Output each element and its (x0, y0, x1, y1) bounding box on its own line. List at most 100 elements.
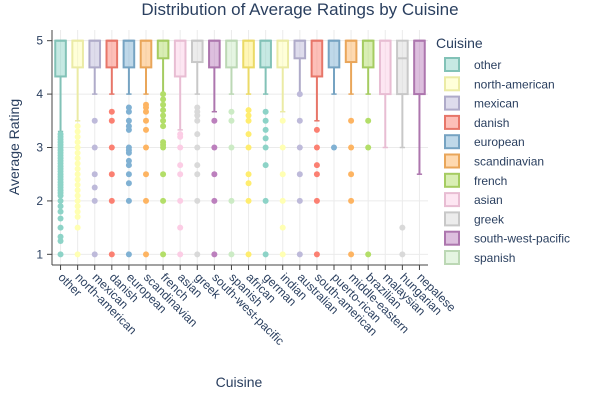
legend-item-european[interactable]: european (444, 134, 525, 150)
outlier-point (57, 208, 64, 215)
outlier-point (211, 144, 218, 151)
outlier-point (57, 215, 64, 222)
legend-label: north-american (474, 77, 555, 91)
outlier-point (143, 251, 149, 258)
outlier-point (125, 149, 132, 156)
outlier-point (228, 144, 235, 151)
outlier-point (125, 180, 132, 187)
outlier-point (194, 131, 201, 138)
outlier-point (245, 251, 252, 258)
box-iqr (378, 39, 392, 96)
outlier-point (125, 251, 132, 258)
box-iqr (105, 39, 119, 69)
legend-item-south-west-pacific[interactable]: south-west-pacific (444, 230, 570, 246)
legend-item-scandinavian[interactable]: scandinavian (444, 153, 544, 169)
outlier-point (91, 197, 98, 204)
box-iqr (327, 39, 341, 69)
outlier-point (74, 165, 81, 172)
outlier-point (160, 91, 167, 98)
outlier-point (57, 237, 64, 244)
outlier-point (262, 117, 269, 124)
legend-label: spanish (474, 251, 515, 265)
outlier-point (211, 197, 218, 204)
outlier-point (228, 117, 235, 124)
outlier-point (194, 251, 201, 258)
box-iqr (242, 39, 255, 69)
outlier-point (143, 171, 149, 178)
legend-swatch (444, 211, 460, 227)
box-iqr (344, 39, 358, 64)
box-brazilian (361, 39, 375, 258)
outlier-point (313, 171, 320, 178)
legend-item-danish[interactable]: danish (444, 114, 509, 130)
legend-item-asian[interactable]: asian (444, 192, 503, 208)
outlier-point (262, 251, 269, 258)
box-iqr (361, 39, 375, 69)
box-iqr (293, 39, 307, 60)
y-axis-title: Average Rating (6, 99, 22, 195)
outlier-point (262, 126, 269, 133)
outlier-point (74, 251, 81, 258)
outlier-point (125, 126, 132, 133)
outlier-point (296, 91, 303, 98)
legend-item-french[interactable]: french (444, 172, 507, 188)
legend-item-greek[interactable]: greek (444, 211, 505, 227)
legend-item-mexican[interactable]: mexican (444, 95, 519, 111)
outlier-point (262, 135, 269, 142)
box-iqr (413, 39, 426, 96)
box-iqr (310, 39, 324, 78)
outlier-point (228, 108, 235, 115)
outlier-point (160, 96, 167, 103)
outlier-point (74, 139, 81, 146)
box-iqr (259, 39, 272, 69)
outlier-point (262, 162, 269, 169)
outlier-point (228, 197, 235, 204)
y-tick-labels: 1 2 3 4 5 (36, 34, 43, 262)
outlier-point (245, 117, 252, 124)
outlier-point (91, 144, 98, 151)
chart-title: Distribution of Average Ratings by Cuisi… (141, 0, 458, 19)
legend-item-spanish[interactable]: spanish (444, 250, 515, 265)
outlier-point (108, 171, 115, 178)
outlier-point (57, 251, 64, 258)
outlier-point (74, 192, 81, 199)
legend-swatch (444, 95, 460, 111)
box-indian (276, 39, 290, 258)
box-iqr (156, 39, 170, 60)
box-malaysian (378, 39, 392, 149)
outlier-point (177, 251, 184, 258)
box-iqr (139, 39, 153, 69)
outlier-point (125, 108, 132, 115)
outlier-point (279, 117, 286, 124)
legend-label: south-west-pacific (474, 232, 570, 246)
legend-swatch (444, 153, 460, 169)
box-french (156, 39, 170, 258)
box-iqr (396, 39, 409, 96)
legend-title: Cuisine (436, 35, 483, 51)
legend-item-other[interactable]: other (444, 57, 501, 72)
legend-label: danish (474, 116, 509, 130)
outlier-point (74, 208, 81, 215)
legend-item-north-american[interactable]: north-american (444, 76, 555, 92)
outlier-point (125, 157, 132, 164)
legend-label: french (474, 174, 507, 188)
outlier-point (177, 171, 184, 178)
outlier-point (194, 171, 201, 178)
outlier-point (125, 117, 132, 124)
box-north-american (71, 39, 84, 258)
outlier-point (262, 144, 269, 151)
outlier-point (194, 144, 201, 151)
box-iqr (208, 39, 221, 69)
box-asian (173, 39, 187, 258)
outlier-point (211, 171, 218, 178)
outlier-point (365, 251, 372, 258)
outlier-point (279, 171, 286, 178)
x-tick-labels: othernorth-americanmexicandanisheuropean… (55, 270, 458, 348)
box-mexican (88, 39, 102, 258)
legend-swatch (444, 76, 460, 92)
outlier-point (279, 224, 286, 231)
outlier-point (348, 144, 355, 151)
y-tick-label: 1 (36, 247, 43, 261)
outlier-point (91, 117, 98, 124)
outlier-point (125, 171, 132, 178)
